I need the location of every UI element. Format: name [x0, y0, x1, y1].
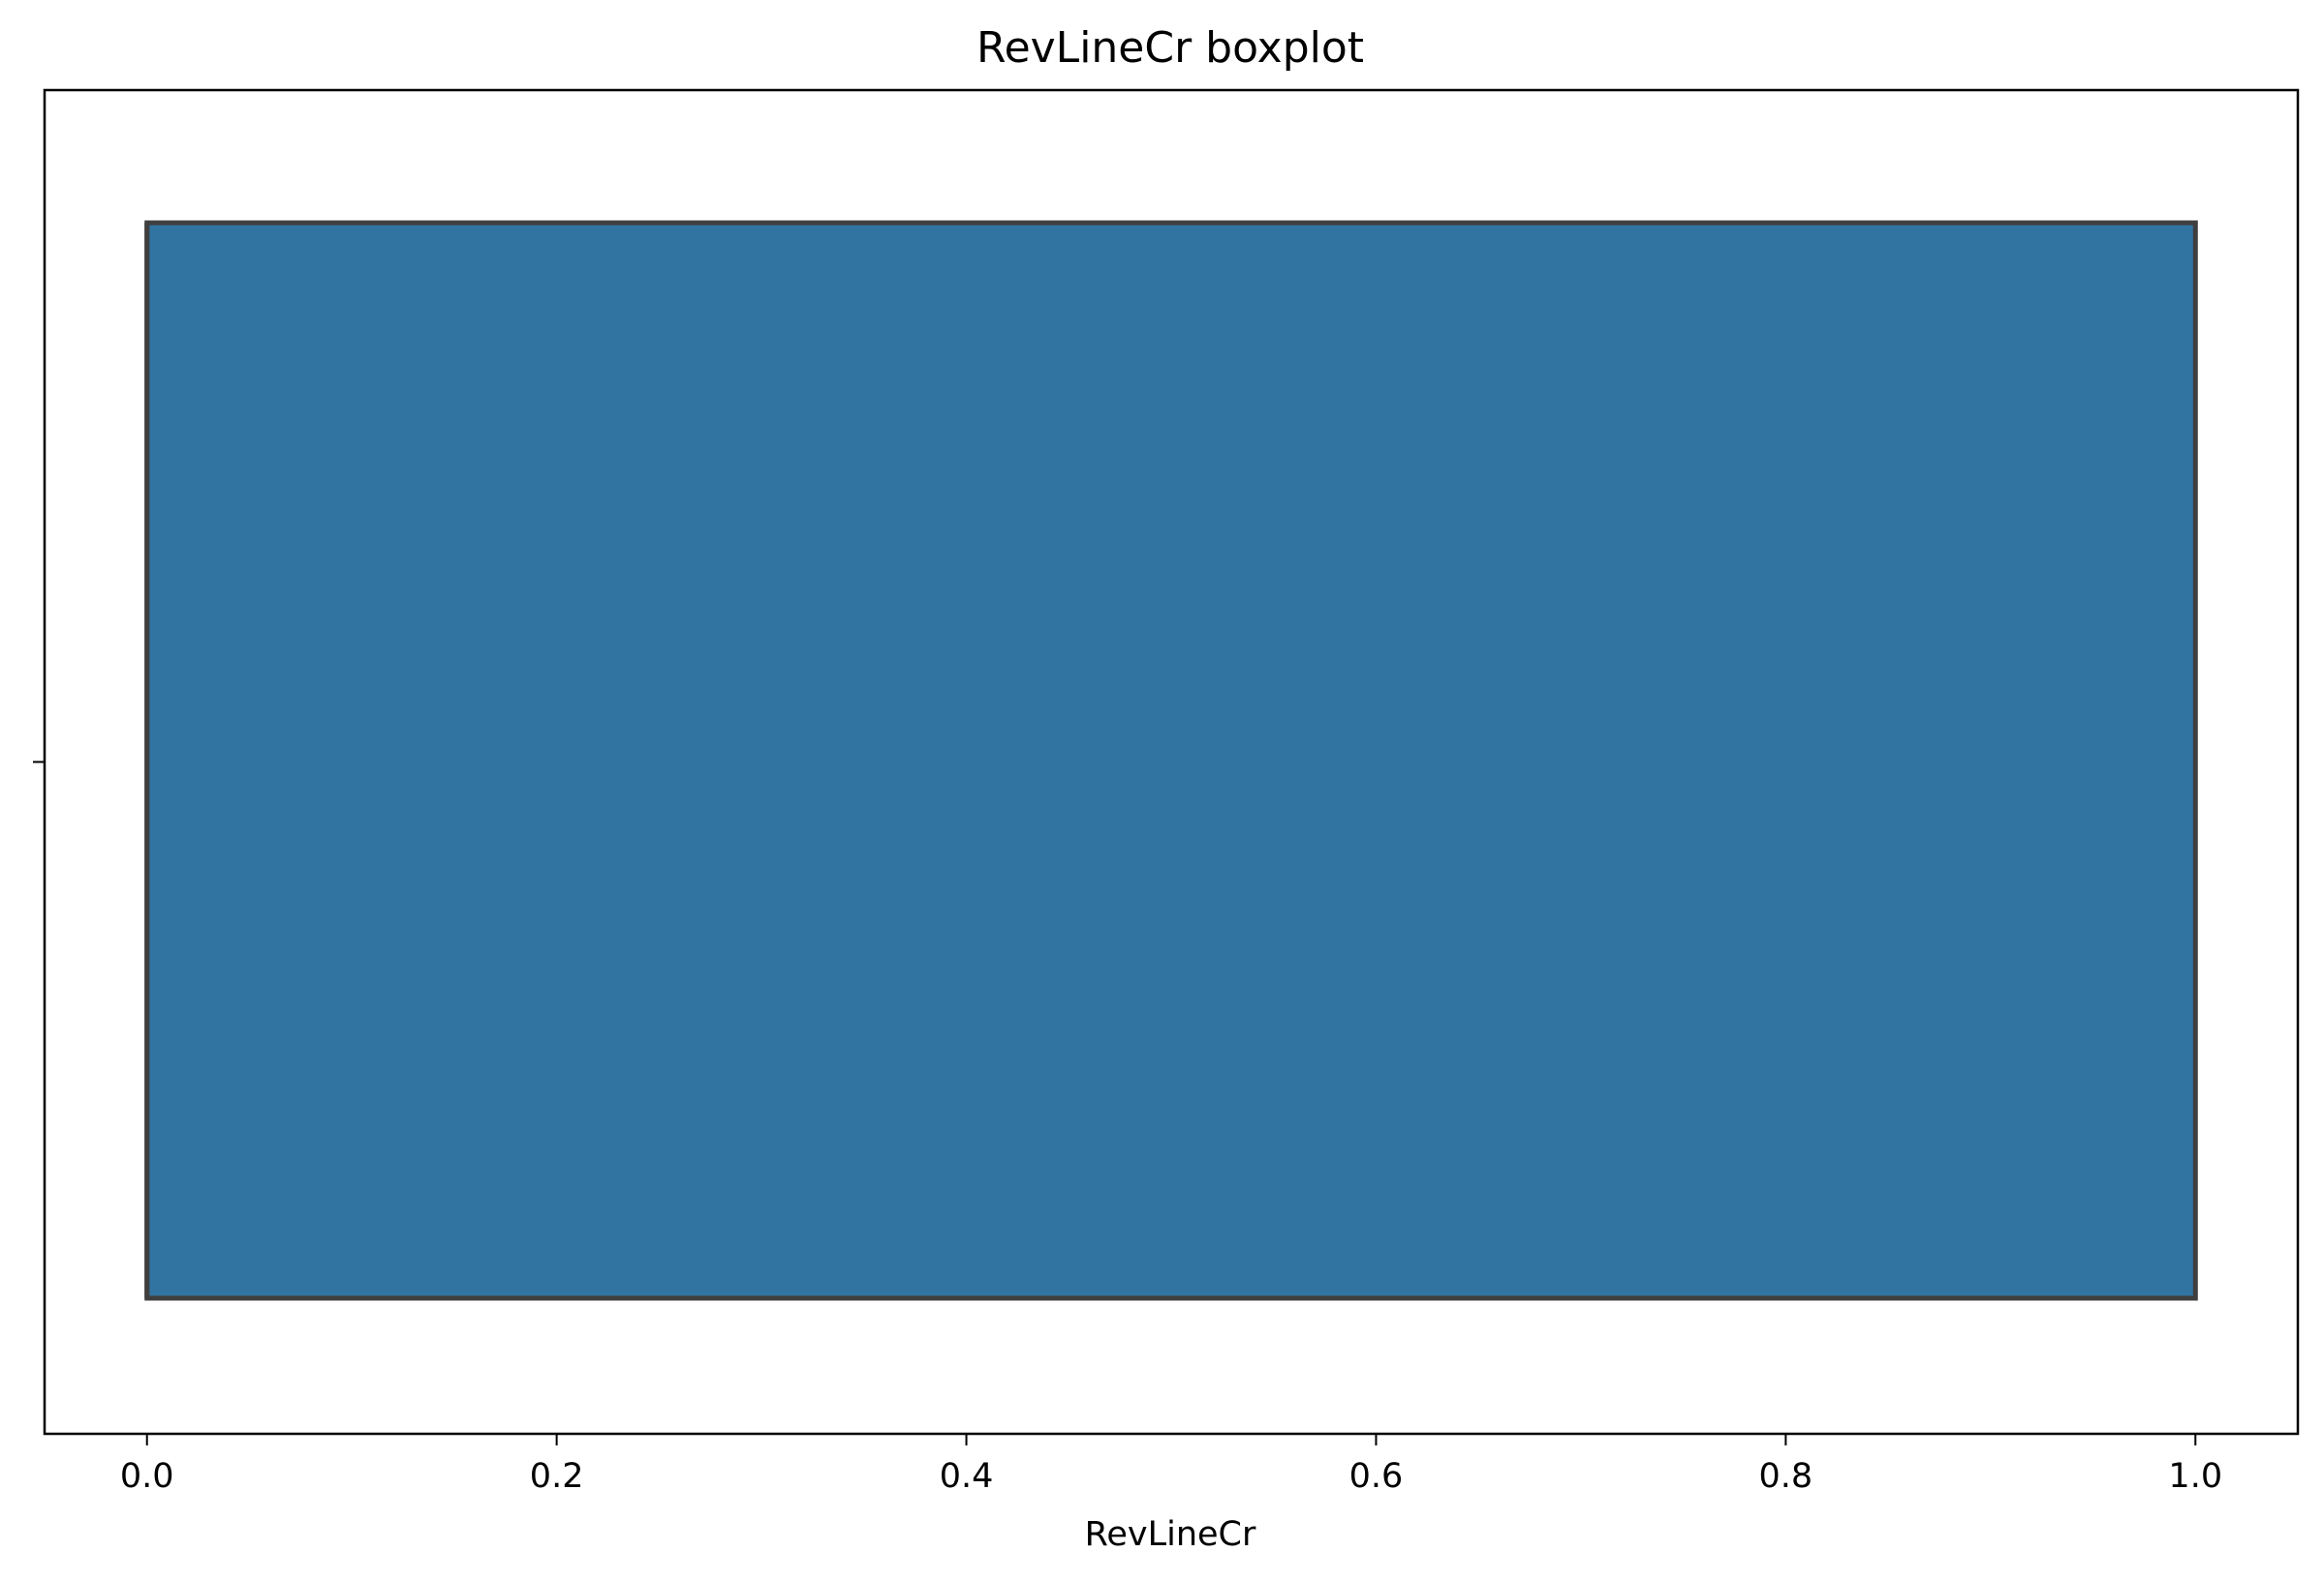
- x-tick-label: 0.8: [1759, 1457, 1813, 1496]
- x-tick-label: 0.2: [530, 1457, 584, 1496]
- x-tick-label: 0.6: [1349, 1457, 1404, 1496]
- chart-title: RevLineCr boxplot: [976, 23, 1364, 73]
- x-tick-label: 1.0: [2168, 1457, 2222, 1496]
- x-tick-label: 0.0: [120, 1457, 174, 1496]
- box-iqr: [144, 220, 2198, 1301]
- x-tick-label: 0.4: [940, 1457, 994, 1496]
- plot-area: [144, 220, 2198, 1301]
- x-axis-label: RevLineCr: [1085, 1515, 1256, 1554]
- x-axis-ticks: 0.0 0.2 0.4 0.6 0.8 1.0: [120, 1434, 2222, 1496]
